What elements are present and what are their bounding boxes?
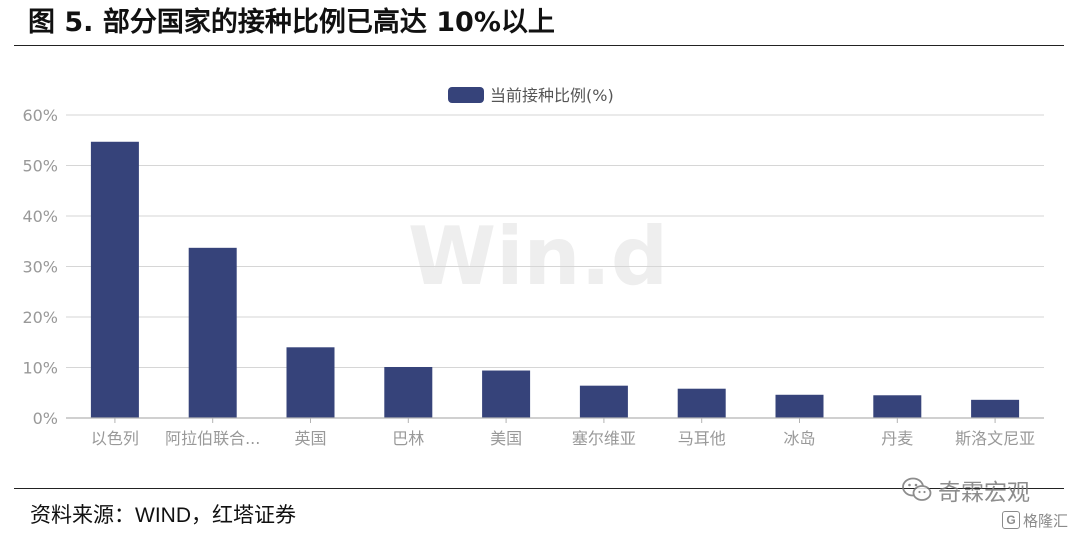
- wechat-name: 奇霖宏观: [938, 480, 1030, 506]
- bar: [90, 141, 139, 418]
- title-rule: [14, 45, 1064, 46]
- bar-chart: Win.d 0% 10% 20% 30% 40% 50% 60% 以色列 阿拉伯联合... 英国…: [22, 86, 1044, 448]
- x-tick-label: 阿拉伯联合...: [165, 429, 260, 448]
- bar: [677, 388, 726, 418]
- source-wind: WIND: [135, 504, 191, 527]
- x-tick-label: 美国: [490, 429, 522, 448]
- source-rule: [14, 488, 1064, 489]
- brand-name: 格隆汇: [1023, 511, 1069, 530]
- bar: [971, 399, 1020, 418]
- x-tick-label: 冰岛: [783, 429, 815, 448]
- x-tick-label: 英国: [294, 429, 326, 448]
- figure-title: 图 5. 部分国家的接种比例已高达 10%以上: [28, 7, 555, 38]
- bar: [384, 366, 433, 418]
- x-tick-label: 塞尔维亚: [572, 429, 636, 448]
- x-tick-label: 马耳他: [678, 429, 726, 448]
- legend-label: 当前接种比例(%): [490, 86, 614, 105]
- y-tick-label: 60%: [22, 106, 58, 125]
- wechat-icon: [902, 477, 932, 501]
- y-tick-label: 0%: [33, 409, 58, 428]
- brand-watermark: G 格隆汇: [1002, 509, 1068, 531]
- source-note: 资料来源：WIND，红塔证券: [30, 498, 296, 532]
- bars: [90, 141, 1020, 418]
- y-tick-label: 50%: [22, 157, 58, 176]
- legend: 当前接种比例(%): [448, 86, 614, 105]
- wind-watermark: Win.d: [408, 210, 668, 303]
- y-tick-label: 30%: [22, 258, 58, 277]
- bar: [873, 395, 922, 418]
- x-axis-ticks: 以色列 阿拉伯联合... 英国 巴林 美国 塞尔维亚 马耳他 冰岛 丹麦 斯洛文尼亚: [91, 418, 1035, 448]
- bar: [188, 247, 237, 418]
- x-tick-label: 斯洛文尼亚: [955, 429, 1035, 448]
- bar: [482, 370, 531, 418]
- source-suffix: ，红塔证券: [191, 503, 296, 527]
- y-tick-label: 10%: [22, 359, 58, 378]
- y-tick-label: 40%: [22, 207, 58, 226]
- bar: [775, 394, 824, 418]
- x-tick-label: 巴林: [392, 429, 424, 448]
- wechat-watermark: 奇霖宏观: [902, 476, 1030, 506]
- bar: [286, 347, 335, 418]
- source-prefix: 资料来源：: [30, 503, 135, 527]
- x-tick-label: 丹麦: [881, 429, 913, 448]
- brand-icon: G: [1002, 511, 1020, 529]
- x-tick-label: 以色列: [91, 429, 139, 448]
- legend-swatch: [448, 87, 484, 103]
- y-tick-label: 20%: [22, 308, 58, 327]
- bar: [579, 385, 628, 418]
- y-axis-ticks: 0% 10% 20% 30% 40% 50% 60%: [22, 106, 58, 428]
